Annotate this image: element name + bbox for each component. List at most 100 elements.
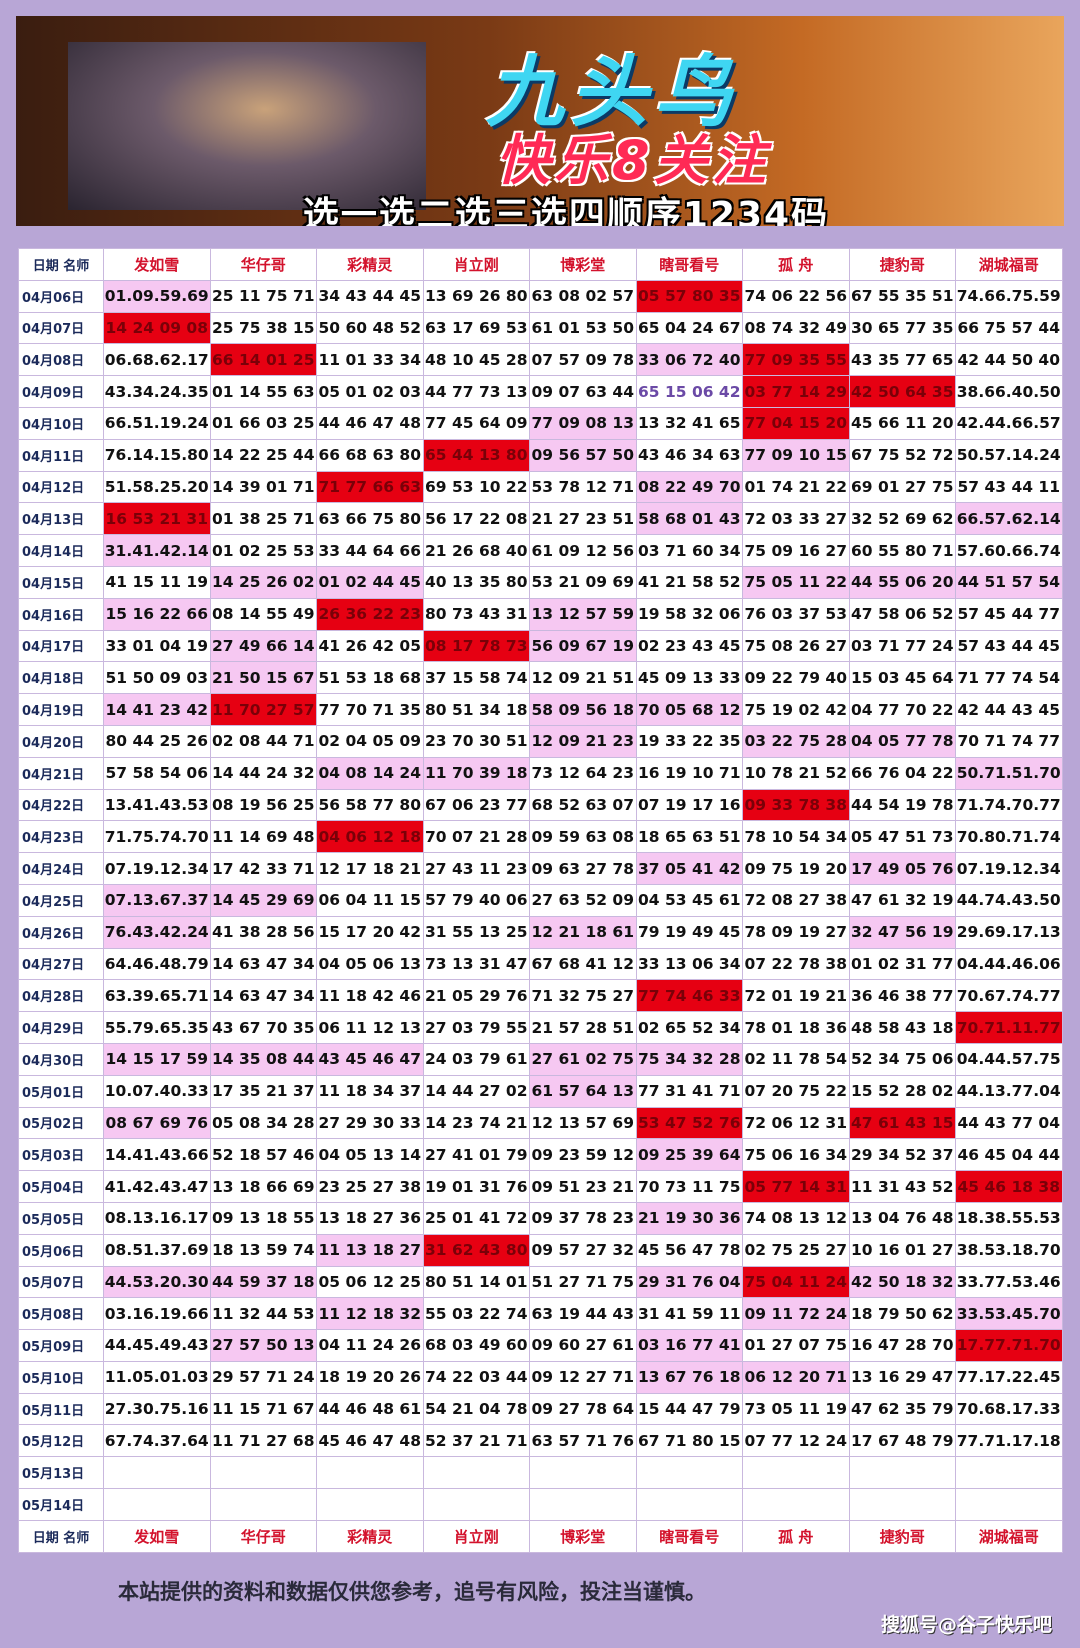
number-cell: 05 57 80 35 bbox=[635, 279, 743, 313]
column-header: 华仔哥 bbox=[209, 248, 317, 281]
number-cell: 77 04 15 20 bbox=[742, 406, 850, 440]
table-row: 05月10日 11.05.01.03 29 57 71 24 18 19 20 26 7… bbox=[18, 1360, 1063, 1394]
number-cell: 73 13 31 47 bbox=[422, 947, 530, 981]
number-cell: 45 09 13 33 bbox=[635, 661, 743, 695]
number-cell: 11 32 44 53 bbox=[209, 1297, 317, 1331]
number-cell: 63 19 44 43 bbox=[529, 1297, 637, 1331]
number-cell: 56 09 67 19 bbox=[529, 629, 637, 663]
column-header: 华仔哥 bbox=[209, 1519, 317, 1553]
number-cell: 70.68.17.33 bbox=[955, 1392, 1063, 1426]
number-cell: 29 34 52 37 bbox=[848, 1138, 956, 1172]
number-cell: 41.42.43.47 bbox=[103, 1170, 211, 1203]
number-cell: 44 77 73 13 bbox=[422, 375, 530, 408]
date-cell: 05月09日 bbox=[18, 1329, 104, 1362]
number-cell: 09 60 27 61 bbox=[529, 1329, 637, 1362]
date-cell: 04月29日 bbox=[18, 1011, 104, 1044]
number-cell: 27 49 66 14 bbox=[209, 629, 317, 663]
number-cell: 02 08 44 71 bbox=[209, 724, 317, 758]
number-cell: 17 42 33 71 bbox=[209, 852, 317, 885]
number-cell: 45 66 11 20 bbox=[848, 406, 956, 440]
number-cell: 52 34 75 06 bbox=[848, 1042, 956, 1076]
number-cell: 01 27 07 75 bbox=[742, 1329, 850, 1362]
number-cell: 08 67 69 76 bbox=[103, 1106, 211, 1140]
number-cell: 44.45.49.43 bbox=[103, 1329, 211, 1362]
number-cell: 21 19 30 36 bbox=[635, 1201, 743, 1235]
number-cell: 46 45 04 44 bbox=[955, 1138, 1063, 1172]
number-cell: 66 75 57 44 bbox=[955, 311, 1063, 345]
number-cell: 70 07 21 28 bbox=[422, 820, 530, 854]
number-cell: 02 11 78 54 bbox=[742, 1042, 850, 1076]
number-cell: 14 44 27 02 bbox=[422, 1074, 530, 1108]
number-cell: 37 15 58 74 bbox=[422, 661, 530, 695]
number-cell bbox=[209, 1488, 317, 1521]
number-cell: 15 52 28 02 bbox=[848, 1074, 956, 1108]
number-cell: 03 71 77 24 bbox=[848, 629, 956, 663]
column-header: 湖城福哥 bbox=[955, 248, 1063, 281]
date-cell: 04月23日 bbox=[18, 820, 104, 854]
number-cell: 44.53.20.30 bbox=[103, 1265, 211, 1299]
number-cell: 55.79.65.35 bbox=[103, 1011, 211, 1044]
number-cell: 68 03 49 60 bbox=[422, 1329, 530, 1362]
number-cell: 44 54 19 78 bbox=[848, 788, 956, 822]
number-cell: 23 25 27 38 bbox=[316, 1170, 424, 1203]
number-cell: 09 13 18 55 bbox=[209, 1201, 317, 1235]
number-cell: 27 61 02 75 bbox=[529, 1042, 637, 1076]
number-cell: 78 09 19 27 bbox=[742, 915, 850, 949]
date-cell: 05月06日 bbox=[18, 1233, 104, 1267]
number-cell: 05 06 12 25 bbox=[316, 1265, 424, 1299]
number-cell: 13 67 76 18 bbox=[635, 1360, 743, 1394]
number-cell: 06 04 11 15 bbox=[316, 883, 424, 917]
number-cell bbox=[529, 1456, 637, 1490]
date-cell: 04月18日 bbox=[18, 661, 104, 695]
number-cell: 04.44.46.06 bbox=[955, 947, 1063, 981]
number-cell: 75 05 11 22 bbox=[742, 565, 850, 599]
footer-note: 本站提供的资料和数据仅供您参考，追号有风险，投注当谨慎。 bbox=[118, 1580, 706, 1604]
table-row: 04月27日 64.46.48.79 14 63 47 34 04 05 06 13 7… bbox=[18, 947, 1063, 981]
number-cell: 31 55 13 25 bbox=[422, 915, 530, 949]
number-cell: 13 18 27 36 bbox=[316, 1201, 424, 1235]
number-cell: 31 41 59 11 bbox=[635, 1297, 743, 1331]
table-row: 05月04日 41.42.43.47 13 18 66 69 23 25 27 38 1… bbox=[18, 1170, 1063, 1203]
number-cell: 52 18 57 46 bbox=[209, 1138, 317, 1172]
number-cell: 72 08 27 38 bbox=[742, 883, 850, 917]
number-cell: 57 43 44 11 bbox=[955, 470, 1063, 504]
number-cell: 12 21 18 61 bbox=[529, 915, 637, 949]
number-cell: 23 70 30 51 bbox=[422, 724, 530, 758]
number-cell: 43 46 34 63 bbox=[635, 438, 743, 472]
number-cell: 44 46 48 61 bbox=[316, 1392, 424, 1426]
table-row: 04月07日 14 24 09 08 25 75 38 15 50 60 48 52 6… bbox=[18, 311, 1063, 345]
number-cell: 12 09 21 51 bbox=[529, 661, 637, 695]
number-cell: 30 65 77 35 bbox=[848, 311, 956, 345]
number-cell: 70 73 11 75 bbox=[635, 1170, 743, 1203]
number-cell: 03 16 77 41 bbox=[635, 1329, 743, 1362]
date-cell: 04月10日 bbox=[18, 406, 104, 440]
column-header: 湖城福哥 bbox=[955, 1519, 1063, 1553]
number-cell: 41 21 58 52 bbox=[635, 565, 743, 599]
number-cell: 19 33 22 35 bbox=[635, 724, 743, 758]
number-cell: 75 09 16 27 bbox=[742, 534, 850, 567]
number-cell: 70 05 68 12 bbox=[635, 693, 743, 726]
number-cell: 14 24 09 08 bbox=[103, 311, 211, 345]
number-cell: 51 27 71 75 bbox=[529, 1265, 637, 1299]
number-cell: 08 19 56 25 bbox=[209, 788, 317, 822]
number-cell: 15 44 47 79 bbox=[635, 1392, 743, 1426]
number-cell: 74.66.75.59 bbox=[955, 279, 1063, 313]
number-cell: 07.19.12.34 bbox=[103, 852, 211, 885]
table-row: 04月14日 31.41.42.14 01 02 25 53 33 44 64 66 2… bbox=[18, 534, 1063, 567]
number-cell: 07 19 17 16 bbox=[635, 788, 743, 822]
number-cell: 09 59 63 08 bbox=[529, 820, 637, 854]
date-cell: 04月28日 bbox=[18, 979, 104, 1013]
number-cell: 06.68.62.17 bbox=[103, 343, 211, 377]
column-header: 瞎哥看号 bbox=[635, 248, 743, 281]
number-cell: 27 41 01 79 bbox=[422, 1138, 530, 1172]
number-cell: 16 19 10 71 bbox=[635, 756, 743, 790]
column-header: 孤 舟 bbox=[742, 248, 850, 281]
number-cell: 45 46 47 48 bbox=[316, 1424, 424, 1458]
number-cell: 29 57 71 24 bbox=[209, 1360, 317, 1394]
number-cell: 63.39.65.71 bbox=[103, 979, 211, 1013]
number-cell: 40 13 35 80 bbox=[422, 565, 530, 599]
column-header: 日期 名师 bbox=[18, 248, 104, 281]
tagline: 选一选二选三选四顺序1234码 bbox=[302, 195, 830, 226]
number-cell: 75 06 16 34 bbox=[742, 1138, 850, 1172]
number-cell: 37 05 41 42 bbox=[635, 852, 743, 885]
